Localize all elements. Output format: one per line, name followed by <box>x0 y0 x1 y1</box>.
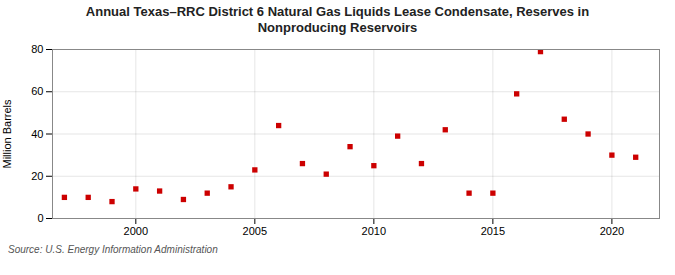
svg-text:2005: 2005 <box>243 225 267 237</box>
svg-text:80: 80 <box>31 43 43 55</box>
svg-text:20: 20 <box>31 169 43 181</box>
svg-text:40: 40 <box>31 127 43 139</box>
svg-text:2020: 2020 <box>600 225 624 237</box>
svg-text:2010: 2010 <box>362 225 386 237</box>
svg-text:2015: 2015 <box>481 225 505 237</box>
svg-text:60: 60 <box>31 85 43 97</box>
svg-text:0: 0 <box>37 212 43 224</box>
html-text:Annual Texas–RRC District 6 Na: Annual Texas–RRC District 6 Natural Gas … <box>85 4 590 36</box>
svg-text:2000: 2000 <box>124 225 148 237</box>
html-text:Source: U.S. Energy Informatio: Source: U.S. Energy Information Administ… <box>8 243 218 255</box>
svg-text:Million Barrels: Million Barrels <box>1 98 13 168</box>
